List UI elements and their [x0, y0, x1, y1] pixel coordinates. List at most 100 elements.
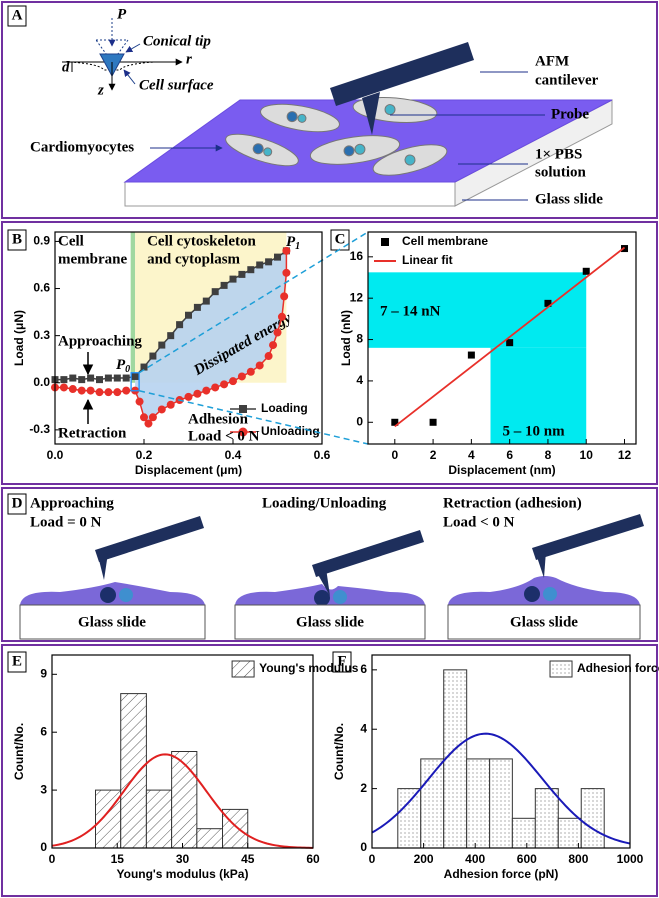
marker [247, 266, 255, 274]
x-tick-label: 800 [568, 852, 588, 866]
point-sub: 0 [125, 364, 130, 375]
marker [229, 377, 237, 386]
marker [167, 332, 175, 340]
marker [282, 268, 291, 277]
annotation: Glass slide [535, 191, 603, 207]
marker [256, 261, 264, 269]
cells [225, 96, 448, 176]
bar [534, 788, 559, 849]
marker [269, 341, 278, 350]
annotation: Retraction [58, 425, 127, 441]
region-label: Cell cytoskeleton [147, 233, 256, 249]
x-tick-label: 0.0 [47, 448, 64, 462]
probe [316, 568, 330, 596]
nucleus [543, 587, 557, 601]
band [490, 347, 587, 444]
x-tick-label: 8 [545, 448, 552, 462]
marker [202, 297, 210, 305]
panel-frame [1, 1, 658, 219]
scene: Glass slide Loading/Unloading [234, 495, 426, 640]
cantilever [330, 42, 474, 106]
legend-label: Linear fit [402, 253, 453, 267]
fit-curve [371, 732, 631, 845]
marker [113, 374, 121, 382]
y-tick-label: 9 [40, 666, 47, 680]
legend-label: Cell membrane [402, 234, 488, 248]
marker [86, 386, 95, 395]
bar [420, 758, 445, 849]
y-tick-label: 2 [360, 781, 367, 795]
x-tick-label: 200 [414, 852, 434, 866]
panel-label: E [12, 653, 22, 669]
x-tick-label: 600 [517, 852, 537, 866]
marker [280, 292, 289, 301]
y-tick-label: 16 [350, 249, 364, 263]
marker [264, 352, 273, 361]
marker [277, 312, 286, 321]
label-box [7, 229, 27, 251]
cantilever [532, 514, 644, 560]
tip-inset: P Conical tip d r z Cell surface [62, 6, 214, 98]
x-tick-label: 12 [618, 448, 632, 462]
marker [381, 238, 389, 246]
marker [140, 363, 148, 371]
marker [95, 388, 104, 397]
zoom-line [138, 231, 369, 374]
panel-labels: A B C D E F [7, 5, 352, 673]
point-base: P [116, 357, 126, 373]
marker [193, 389, 202, 398]
panel-label: A [12, 7, 23, 23]
x-tick-label: 0 [391, 448, 398, 462]
step-note: Load < 0 N [443, 514, 515, 530]
marker [113, 388, 122, 397]
marker [69, 374, 77, 382]
plot-frame [371, 654, 631, 849]
marker [265, 258, 273, 266]
marker [68, 385, 77, 394]
x-tick-label: 0 [49, 852, 56, 866]
marker [429, 418, 437, 426]
y-tick-label: 4 [356, 373, 363, 387]
x-tick-label: 0.4 [225, 448, 242, 462]
x-tick-label: 0.2 [136, 448, 153, 462]
load-label: P [117, 6, 127, 22]
y-tick-label: 6 [360, 662, 367, 676]
marker [211, 383, 220, 392]
marker [582, 267, 590, 275]
x-axis-label: Displacement (nm) [448, 463, 555, 477]
nucleus [119, 588, 133, 602]
legend-swatch [231, 660, 255, 678]
marker [220, 281, 228, 289]
label-box [7, 493, 27, 515]
x-tick-label: 60 [306, 852, 320, 866]
y-axis-label: Count/No. [12, 723, 26, 780]
zoom-box [130, 372, 140, 392]
x-tick-label: 15 [111, 852, 125, 866]
panel-frame [1, 644, 658, 897]
marker [144, 419, 153, 428]
marker [140, 413, 148, 422]
band-label: 5 – 10 nm [503, 423, 566, 439]
x-tick-label: 4 [468, 448, 475, 462]
y-tick-label: 0 [40, 840, 47, 854]
marker [239, 405, 247, 413]
bar [95, 789, 122, 849]
marker [237, 372, 246, 381]
region-label: Cell [58, 233, 84, 249]
annotation: cantilever [535, 72, 599, 88]
marker [104, 388, 113, 397]
marker [220, 380, 229, 389]
y-tick-label: 12 [350, 290, 364, 304]
y-tick-label: 6 [40, 724, 47, 738]
r-label: r [186, 51, 192, 67]
bar [443, 669, 468, 849]
nucleus [314, 590, 330, 606]
panel-a: P Conical tip d r z Cell surface AFM can… [30, 6, 613, 207]
marker [176, 321, 184, 329]
marker [148, 413, 157, 422]
fit-curve [51, 753, 314, 849]
region-label: membrane [58, 251, 127, 267]
cell [235, 584, 425, 605]
point-label: P0 [116, 357, 130, 375]
bar [397, 788, 422, 849]
